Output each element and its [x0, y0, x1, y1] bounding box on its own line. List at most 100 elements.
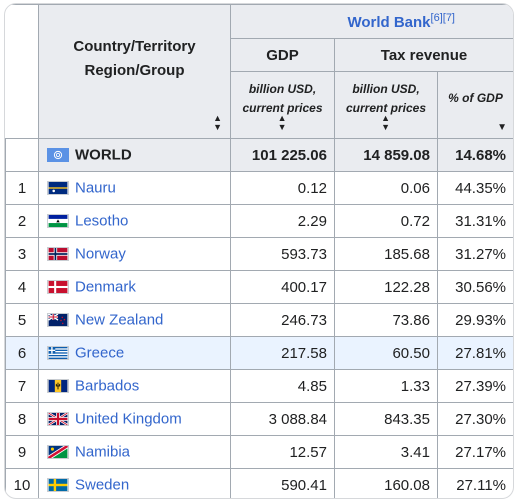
tax-cell: 3.41 [334, 435, 438, 469]
gdp-cell: 217.58 [230, 336, 335, 370]
lesotho-flag-icon [47, 214, 69, 229]
country-link[interactable]: Nauru [75, 179, 116, 197]
tax-unit-line1: billion USD, [352, 81, 420, 96]
country-link[interactable]: Namibia [75, 443, 131, 461]
sort-descending-icon[interactable]: ▼ [497, 122, 507, 133]
country-cell: Namibia [38, 435, 231, 469]
table-frame: Country/Territory Region/Group ▲ ▼ World … [4, 3, 514, 499]
gdp-cell: 400.17 [230, 270, 335, 304]
rank-cell: 8 [5, 402, 39, 436]
gdp-header: GDP [230, 38, 335, 72]
country-link[interactable]: Sweden [75, 476, 130, 494]
pct-cell: 27.11% [437, 468, 513, 498]
denmark-flag-icon [47, 280, 69, 295]
gdp-unit-line1: billion USD, [248, 81, 317, 96]
table-row: 4 Denmark 400.17 122.28 30.56% [5, 270, 513, 304]
country-cell: Denmark [38, 270, 231, 304]
country-header-line2: Region/Group [84, 62, 185, 79]
rank-cell: 3 [5, 237, 39, 271]
rank-cell: 6 [5, 336, 39, 370]
gdp-cell: 3 088.84 [230, 402, 335, 436]
world-row: WORLD 101 225.06 14 859.08 14.68% [5, 138, 513, 172]
table-row: 10 Sweden 590.41 160.08 27.11% [5, 468, 513, 498]
greece-flag-icon [47, 346, 69, 361]
sort-icon[interactable]: ▲ ▼ [277, 113, 287, 132]
country-link[interactable]: Norway [75, 245, 126, 263]
country-cell: Nauru [38, 171, 231, 205]
pct-cell: 31.31% [437, 204, 513, 238]
pct-cell: 44.35% [437, 171, 513, 205]
rank-cell: 2 [5, 204, 39, 238]
world-bank-header: World Bank[6][7] [230, 4, 513, 39]
country-header-line1: Country/Territory [73, 38, 196, 55]
pct-unit-label: % of GDP [448, 91, 503, 105]
pct-cell: 27.39% [437, 369, 513, 403]
barbados-flag-icon [47, 379, 69, 394]
world-rank-cell [5, 138, 39, 172]
gdp-cell: 246.73 [230, 303, 335, 337]
new-zealand-flag-icon [47, 313, 69, 328]
un-flag-icon [47, 148, 69, 163]
country-link[interactable]: United Kingdom [75, 410, 182, 428]
country-cell: Greece [38, 336, 231, 370]
country-cell: New Zealand [38, 303, 231, 337]
rank-cell: 10 [5, 468, 39, 498]
country-cell: Norway [38, 237, 231, 271]
rank-cell: 7 [5, 369, 39, 403]
norway-flag-icon [47, 247, 69, 262]
country-link[interactable]: Barbados [75, 377, 140, 395]
pct-cell: 29.93% [437, 303, 513, 337]
gdp-cell: 12.57 [230, 435, 335, 469]
gdp-unit-header[interactable]: billion USD, current prices ▲ ▼ [230, 71, 335, 139]
world-bank-link[interactable]: World Bank[6][7] [347, 12, 455, 31]
table-row: 1 Nauru 0.12 0.06 44.35% [5, 171, 513, 205]
country-link[interactable]: Denmark [75, 278, 136, 296]
country-link[interactable]: Greece [75, 344, 125, 362]
tax-unit-header[interactable]: billion USD, current prices ▲ ▼ [334, 71, 438, 139]
world-bank-refs[interactable]: [6][7] [430, 12, 455, 24]
tax-cell: 0.06 [334, 171, 438, 205]
country-cell: Sweden [38, 468, 231, 498]
rank-header [5, 4, 39, 139]
gdp-cell: 4.85 [230, 369, 335, 403]
rank-cell: 5 [5, 303, 39, 337]
world-gdp-cell: 101 225.06 [230, 138, 335, 172]
tax-cell: 0.72 [334, 204, 438, 238]
tax-cell: 122.28 [334, 270, 438, 304]
pct-unit-header[interactable]: % of GDP ▼ [437, 71, 513, 139]
country-link[interactable]: Lesotho [75, 212, 129, 230]
sweden-flag-icon [47, 478, 69, 493]
tax-cell: 60.50 [334, 336, 438, 370]
tax-cell: 160.08 [334, 468, 438, 498]
country-header[interactable]: Country/Territory Region/Group ▲ ▼ [38, 4, 231, 139]
world-name-cell: WORLD [38, 138, 231, 172]
table-row: 5 New Zealand 246.73 73.86 29.93% [5, 303, 513, 337]
rank-cell: 4 [5, 270, 39, 304]
tax-cell: 843.35 [334, 402, 438, 436]
united-kingdom-flag-icon [47, 412, 69, 427]
gdp-cell: 590.41 [230, 468, 335, 498]
table-row: 2 Lesotho 2.29 0.72 31.31% [5, 204, 513, 238]
tax-unit-line2: current prices [345, 100, 427, 115]
tax-cell: 185.68 [334, 237, 438, 271]
tax-revenue-table: Country/Territory Region/Group ▲ ▼ World … [5, 4, 513, 498]
country-link[interactable]: New Zealand [75, 311, 164, 329]
pct-cell: 30.56% [437, 270, 513, 304]
world-pct-cell: 14.68% [437, 138, 513, 172]
namibia-flag-icon [47, 445, 69, 460]
world-name: WORLD [75, 146, 132, 164]
country-cell: Barbados [38, 369, 231, 403]
nauru-flag-icon [47, 181, 69, 196]
world-tax-cell: 14 859.08 [334, 138, 438, 172]
country-cell: United Kingdom [38, 402, 231, 436]
gdp-cell: 2.29 [230, 204, 335, 238]
tax-revenue-header: Tax revenue [334, 38, 513, 72]
table-row: 8 United Kingdom 3 088.84 843.35 27.30% [5, 402, 513, 436]
tax-cell: 1.33 [334, 369, 438, 403]
pct-cell: 27.30% [437, 402, 513, 436]
gdp-cell: 593.73 [230, 237, 335, 271]
sort-icon[interactable]: ▲ ▼ [213, 113, 222, 132]
sort-icon[interactable]: ▲ ▼ [381, 113, 390, 132]
table-row: 6 Greece 217.58 60.50 27.81% [5, 336, 513, 370]
tax-cell: 73.86 [334, 303, 438, 337]
